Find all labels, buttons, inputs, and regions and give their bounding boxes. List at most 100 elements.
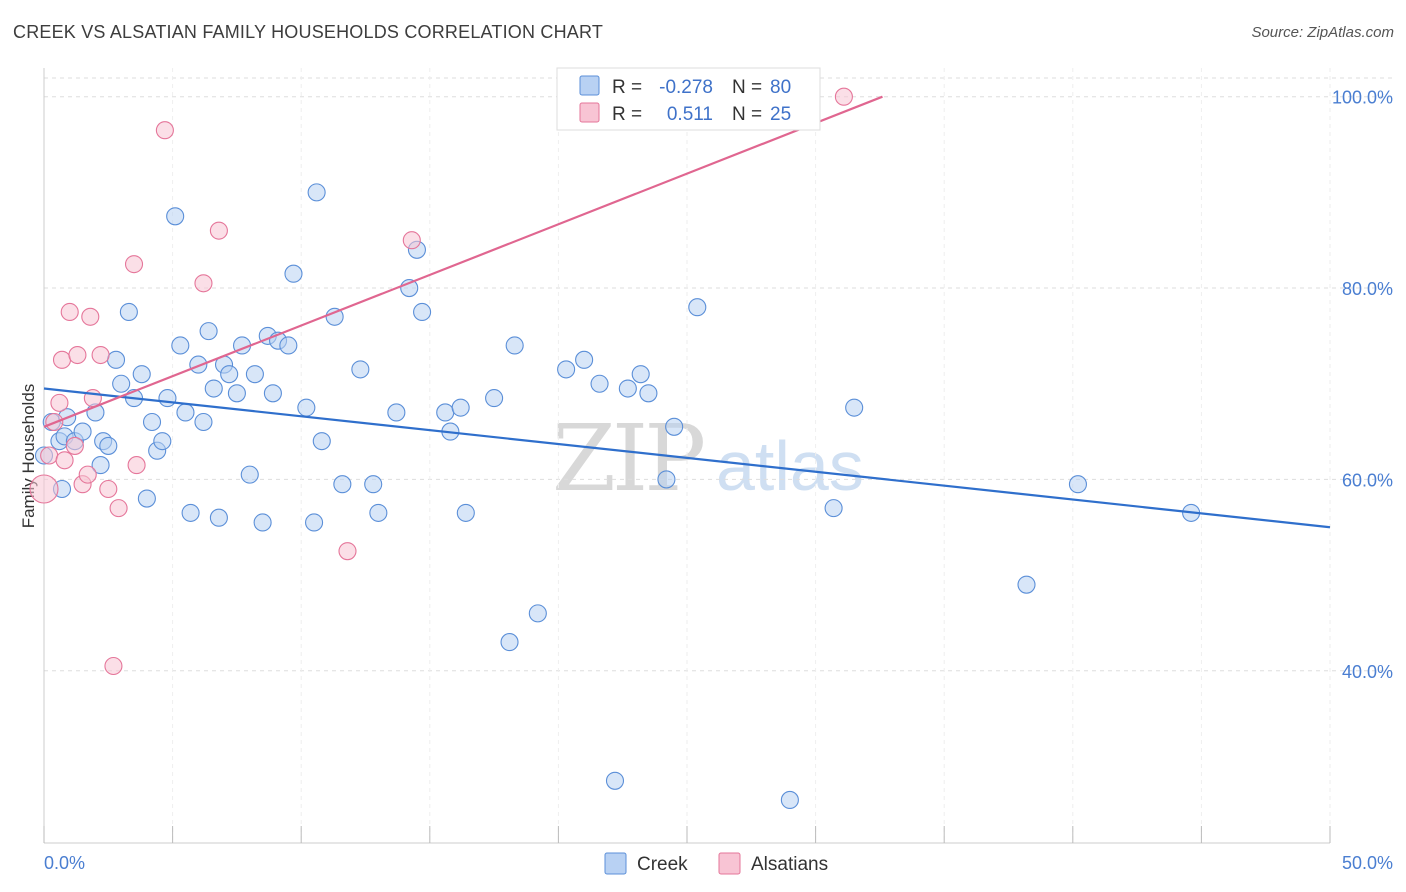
creek-point [176,403,195,422]
bottom-legend-label-creek: Creek [637,854,688,875]
alsatians-point [194,274,213,293]
creek-point [112,374,131,393]
x-axis-ticks [43,826,1331,843]
x-tick-label-max: 50.0% [1342,853,1393,873]
creek-point [245,365,264,384]
bottom-legend-swatch-alsatians [718,852,741,875]
alsatians-point [65,436,84,455]
creek-point [132,365,151,384]
top-legend-box [556,67,821,131]
creek-point [171,336,190,355]
alsatians-point [155,121,174,140]
creek-point [253,513,272,532]
creek-point [575,350,594,369]
alsatians-point [338,542,357,561]
creek-point [436,403,455,422]
watermark-atlas: atlas [716,427,864,505]
alsatians-point [52,350,72,369]
creek-point [312,432,331,451]
legend-n-value-creek: 80 [770,77,791,98]
creek-point [181,503,200,522]
creek-point [1068,475,1087,494]
series-alsatians-points [29,87,853,676]
creek-point [665,417,684,436]
alsatians-point [91,345,110,365]
alsatians-point [29,474,59,504]
alsatians-point [81,307,100,326]
creek-point [333,475,352,494]
creek-point [284,264,303,283]
legend-r-label-creek: R = [612,77,642,98]
creek-point [305,513,324,532]
y-tick-label: 100.0% [1332,88,1393,108]
creek-point [137,489,156,508]
creek-point [351,360,370,379]
chart-title: CREEK VS ALSATIAN FAMILY HOUSEHOLDS CORR… [13,22,604,42]
bottom-legend: Creek Alsatians [604,852,828,875]
creek-point [106,350,126,369]
alsatians-point [209,221,228,240]
creek-point [631,365,650,384]
y-tick-label: 60.0% [1342,470,1393,490]
x-tick-label-min: 0.0% [44,853,85,873]
creek-point [73,422,92,441]
creek-point [91,456,110,475]
alsatians-point [834,87,853,106]
creek-point [279,336,298,355]
y-tick-label: 40.0% [1342,662,1393,682]
creek-point [413,302,432,322]
creek-point [194,412,213,432]
creek-point [1017,575,1036,594]
legend-r-value-creek: -0.278 [659,77,713,98]
creek-point [500,633,519,652]
creek-point [639,384,658,403]
creek-point [369,503,388,522]
alsatians-trend-line [43,95,883,428]
bottom-legend-swatch-creek [604,852,627,875]
bottom-legend-label-alsatians: Alsatians [751,854,828,875]
chart-source: Source: ZipAtlas.com [1251,24,1394,41]
legend-swatch-creek [579,75,600,96]
creek-point [657,470,676,489]
creek-point [605,771,625,790]
top-legend: R = -0.278 N = 80 R = 0.511 N = 25 [556,67,821,131]
creek-point [557,360,576,379]
legend-r-label-alsatians: R = [612,104,642,125]
creek-point [227,384,246,403]
creek-point [199,322,218,341]
creek-point [220,365,239,384]
alsatians-point [124,255,144,274]
legend-n-value-alsatians: 25 [770,104,791,125]
alsatians-point [127,456,146,475]
creek-point [209,508,228,527]
y-axis-tick-labels: 40.0% 60.0% 80.0% 100.0% [1332,88,1393,682]
series-creek-points [34,183,1201,809]
creek-point [824,499,843,518]
creek-point [364,475,383,494]
legend-n-label-alsatians: N = [732,104,762,125]
creek-point [119,302,138,322]
creek-point [263,384,282,403]
creek-point [142,412,162,432]
creek-point [307,183,326,202]
alsatians-point [109,499,128,518]
creek-point [618,379,637,398]
alsatians-point [99,479,118,499]
creek-point [158,389,177,408]
alsatians-point [60,302,79,322]
creek-point [99,436,118,455]
creek-point [688,298,707,317]
creek-point [166,207,185,226]
alsatians-point [68,345,87,365]
creek-point [590,374,609,393]
creek-point [845,398,864,417]
alsatians-point [104,656,123,676]
alsatians-point [40,446,59,465]
creek-point [505,336,524,355]
creek-point [780,790,799,809]
legend-swatch-alsatians [579,102,600,123]
alsatians-point [55,451,74,470]
alsatians-point [78,465,97,484]
creek-point [204,379,223,398]
